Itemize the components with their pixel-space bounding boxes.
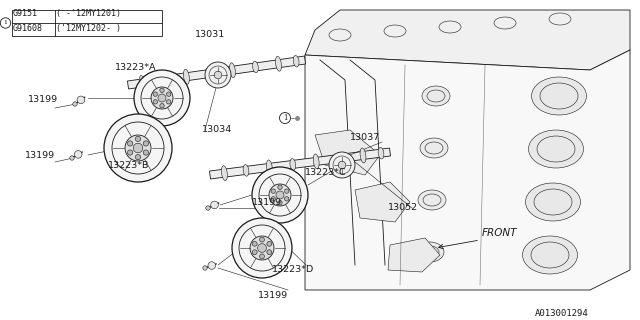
Ellipse shape [420, 138, 448, 158]
Ellipse shape [290, 159, 296, 170]
Circle shape [271, 197, 276, 201]
Ellipse shape [266, 160, 273, 175]
Text: 13034: 13034 [202, 125, 232, 134]
Text: 1: 1 [283, 114, 287, 122]
Text: 13052: 13052 [388, 203, 418, 212]
Circle shape [160, 103, 164, 108]
Circle shape [252, 167, 308, 223]
Circle shape [232, 218, 292, 278]
Circle shape [284, 197, 289, 201]
Circle shape [166, 100, 171, 104]
Ellipse shape [313, 154, 319, 169]
Circle shape [276, 191, 284, 199]
Text: 13199: 13199 [28, 95, 58, 104]
Ellipse shape [184, 69, 189, 84]
Circle shape [271, 189, 276, 193]
Ellipse shape [418, 190, 446, 210]
Ellipse shape [275, 56, 282, 71]
Text: FRONT: FRONT [482, 228, 518, 238]
Text: ( -'12MY1201): ( -'12MY1201) [56, 9, 122, 18]
Circle shape [134, 70, 190, 126]
Circle shape [153, 100, 157, 104]
Circle shape [250, 236, 274, 260]
Text: 13223*C: 13223*C [305, 168, 347, 177]
Circle shape [127, 141, 132, 146]
Text: ('12MY1202- ): ('12MY1202- ) [56, 24, 122, 33]
Circle shape [143, 150, 148, 155]
Circle shape [203, 266, 207, 270]
Circle shape [73, 102, 77, 106]
Ellipse shape [230, 63, 236, 78]
Ellipse shape [522, 236, 577, 274]
Text: 13031: 13031 [195, 30, 225, 39]
Circle shape [158, 94, 166, 102]
Ellipse shape [529, 130, 584, 168]
Text: A013001294: A013001294 [535, 309, 589, 318]
Circle shape [206, 206, 210, 210]
Circle shape [258, 244, 266, 252]
Circle shape [127, 150, 132, 155]
Circle shape [269, 184, 291, 206]
Ellipse shape [378, 148, 384, 159]
Ellipse shape [525, 183, 580, 221]
Circle shape [160, 88, 164, 92]
Text: 13199: 13199 [252, 198, 282, 207]
Circle shape [260, 237, 264, 242]
Circle shape [214, 71, 222, 79]
Circle shape [74, 151, 82, 158]
Polygon shape [127, 56, 305, 89]
Text: 1: 1 [3, 20, 8, 26]
Circle shape [133, 143, 143, 153]
Ellipse shape [337, 153, 342, 164]
Ellipse shape [253, 61, 259, 73]
Text: 13223*A: 13223*A [115, 63, 157, 72]
Circle shape [143, 141, 148, 146]
Polygon shape [388, 238, 440, 272]
Circle shape [284, 189, 289, 193]
Circle shape [136, 155, 141, 160]
Circle shape [267, 250, 272, 255]
Circle shape [211, 201, 218, 209]
Circle shape [208, 262, 216, 269]
Text: 13037: 13037 [350, 133, 380, 142]
Circle shape [166, 92, 171, 96]
Circle shape [205, 62, 231, 88]
Circle shape [136, 136, 141, 141]
Circle shape [104, 114, 172, 182]
Ellipse shape [531, 77, 586, 115]
Circle shape [252, 250, 257, 255]
Ellipse shape [422, 86, 450, 106]
Circle shape [260, 254, 264, 259]
Ellipse shape [360, 148, 366, 163]
Ellipse shape [139, 76, 145, 91]
Ellipse shape [416, 242, 444, 262]
Circle shape [278, 201, 282, 205]
Polygon shape [209, 148, 390, 179]
Polygon shape [305, 10, 630, 70]
Polygon shape [305, 50, 630, 290]
Circle shape [70, 156, 74, 160]
Circle shape [153, 92, 157, 96]
Ellipse shape [221, 166, 227, 180]
Text: 13223*B: 13223*B [108, 161, 149, 170]
Circle shape [278, 185, 282, 189]
Ellipse shape [207, 68, 212, 79]
Circle shape [125, 135, 151, 161]
Ellipse shape [243, 164, 249, 176]
Ellipse shape [161, 74, 166, 86]
Circle shape [151, 87, 173, 109]
Polygon shape [315, 130, 380, 175]
Circle shape [329, 152, 355, 178]
Circle shape [267, 241, 272, 246]
Text: 13223*D: 13223*D [272, 265, 314, 274]
Text: G91608: G91608 [13, 24, 42, 33]
Circle shape [338, 161, 346, 169]
Circle shape [77, 96, 84, 104]
Circle shape [252, 241, 257, 246]
Text: 13199: 13199 [25, 151, 55, 160]
Polygon shape [355, 182, 410, 222]
Text: G9151: G9151 [13, 9, 38, 18]
Text: 13199: 13199 [258, 291, 288, 300]
Ellipse shape [293, 55, 299, 67]
